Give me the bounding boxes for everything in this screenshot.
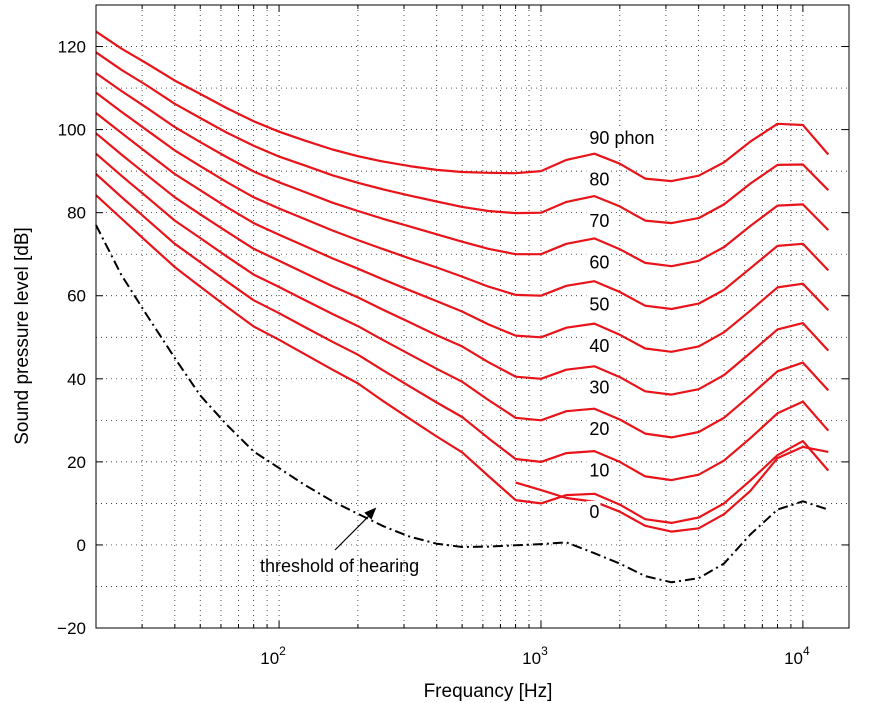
- y-tick-label: 120: [58, 38, 86, 57]
- curve-label: 60: [589, 253, 609, 273]
- curve-label: 80: [589, 170, 609, 190]
- curve-label: 30: [589, 377, 609, 397]
- y-tick-label: 20: [67, 453, 86, 472]
- y-tick-label: 40: [67, 370, 86, 389]
- curve-label: 70: [589, 211, 609, 231]
- y-axis-title: Sound pressure level [dB]: [12, 227, 33, 445]
- y-tick-label: 100: [58, 121, 86, 140]
- y-tick-label: −20: [57, 619, 86, 638]
- curve-label: 40: [589, 336, 609, 356]
- y-tick-label: 0: [77, 536, 86, 555]
- y-tick-label: 60: [67, 287, 86, 306]
- curve-label: 20: [589, 419, 609, 439]
- curve-label: 0: [589, 502, 599, 522]
- curve-label: 10: [589, 460, 609, 480]
- x-axis-title: Frequancy [Hz]: [424, 681, 553, 702]
- curve-label: 90 phon: [589, 128, 654, 148]
- curve-label: 50: [589, 294, 609, 314]
- y-tick-label: 80: [67, 204, 86, 223]
- threshold-annotation-label: threshold of hearing: [260, 556, 419, 576]
